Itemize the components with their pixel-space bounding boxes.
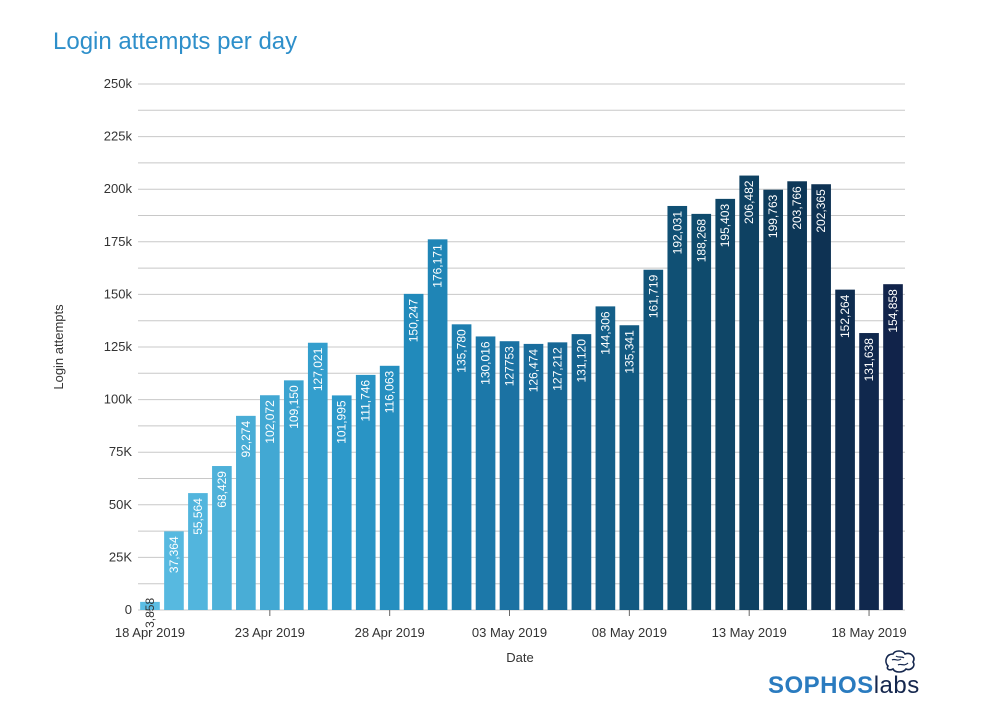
bar-value-label: 68,429 — [215, 471, 229, 508]
x-axis-label: Date — [506, 650, 533, 665]
bar — [811, 184, 831, 610]
bars — [140, 175, 903, 611]
bar-value-label: 161,719 — [646, 274, 660, 318]
bar — [260, 395, 280, 610]
y-tick-label: 250k — [104, 76, 133, 91]
bar-value-label: 101,995 — [335, 400, 349, 444]
bar — [188, 493, 208, 610]
bar — [595, 306, 616, 610]
bar — [691, 213, 712, 610]
y-tick-labels: 0 25K 50K 75K 100k 125k 150k 175k 200k 225k 250k — [104, 76, 133, 617]
bar-value-label: 144,306 — [598, 311, 612, 355]
bar-value-label: 92,274 — [239, 421, 253, 458]
bar-value-label: 154,858 — [886, 289, 900, 333]
bar-value-label: 127753 — [503, 346, 517, 386]
bar-value-label: 150,247 — [407, 299, 421, 343]
bar — [307, 342, 328, 610]
x-tick-label: 18 May 2019 — [831, 625, 906, 640]
bar-value-label: 127,212 — [550, 347, 564, 391]
bar — [883, 284, 903, 610]
y-tick-label: 50K — [109, 497, 132, 512]
bar — [427, 239, 448, 610]
bar-value-label: 127,021 — [311, 347, 325, 391]
logo-text-labs: labs — [873, 672, 920, 699]
y-tick-label: 0 — [125, 602, 132, 617]
bar-value-label: 116,063 — [383, 370, 397, 413]
bar-value-label: 188,268 — [694, 219, 708, 263]
bar — [355, 374, 376, 610]
chart-title: Login attempts per day — [53, 28, 298, 55]
bar-value-label: 152,264 — [838, 294, 852, 338]
y-axis-label: Login attempts — [51, 304, 66, 390]
bar — [547, 342, 568, 610]
y-tick-label: 200k — [104, 181, 133, 196]
bar-value-label: 135,780 — [455, 329, 469, 373]
y-tick-label: 150k — [104, 286, 133, 301]
x-tick-label: 03 May 2019 — [472, 625, 547, 640]
brain-icon — [885, 650, 915, 673]
y-tick-label: 175k — [104, 234, 133, 249]
bar-value-label: 109,150 — [287, 385, 301, 429]
bar-value-label: 130,016 — [479, 341, 493, 385]
bar-value-label: 176,171 — [431, 244, 445, 288]
bar — [523, 343, 544, 610]
bar — [715, 198, 736, 611]
x-tick-label: 23 Apr 2019 — [235, 625, 305, 640]
bar — [331, 395, 352, 610]
x-tick-label: 18 Apr 2019 — [115, 625, 185, 640]
bar — [859, 333, 879, 610]
bar — [667, 205, 688, 610]
y-tick-label: 225k — [104, 129, 133, 144]
bar — [835, 289, 855, 610]
bar-value-label: 37,364 — [167, 536, 181, 573]
bar-value-label: 135,341 — [622, 330, 636, 374]
bar-value-label: 111,746 — [359, 380, 373, 422]
bar-value-label: 206,482 — [742, 180, 756, 224]
y-tick-label: 75K — [109, 444, 132, 459]
bar — [283, 380, 304, 610]
logo-text-sophos: SOPHOS — [768, 672, 874, 699]
bar-value-label: 131,120 — [574, 339, 588, 383]
bar-value-label: 203,766 — [790, 186, 804, 230]
bar-value-label: 202,365 — [814, 189, 828, 233]
bar-value-label: 55,564 — [191, 498, 205, 535]
bar-value-label: 192,031 — [670, 211, 684, 255]
bar — [739, 175, 760, 610]
bar — [643, 269, 664, 610]
bar — [140, 601, 160, 610]
x-tick-label: 28 Apr 2019 — [355, 625, 425, 640]
bar-value-label: 199,763 — [766, 194, 780, 238]
x-tick-labels: 18 Apr 2019 23 Apr 2019 28 Apr 2019 03 May … — [115, 610, 907, 640]
bar-value-label: 195,403 — [718, 204, 732, 248]
y-tick-label: 125k — [104, 339, 133, 354]
bar — [164, 531, 184, 610]
sophoslabs-logo: SOPHOSlabs — [768, 650, 948, 700]
x-tick-label: 13 May 2019 — [712, 625, 787, 640]
bar — [763, 189, 783, 610]
x-tick-label: 08 May 2019 — [592, 625, 667, 640]
y-tick-label: 25K — [109, 549, 132, 564]
bar — [571, 334, 592, 610]
bar — [403, 293, 424, 610]
bar — [212, 466, 232, 610]
bar — [236, 415, 256, 610]
bar — [379, 365, 400, 610]
bar — [499, 341, 520, 610]
bar — [619, 325, 640, 610]
y-tick-label: 100k — [104, 392, 133, 407]
bar-value-label: 102,072 — [263, 400, 277, 444]
bar — [451, 324, 472, 610]
bar-value-label: 131,638 — [862, 338, 876, 382]
bar-value-label: 126,474 — [526, 349, 540, 393]
bar — [475, 336, 496, 610]
bar — [787, 181, 807, 610]
